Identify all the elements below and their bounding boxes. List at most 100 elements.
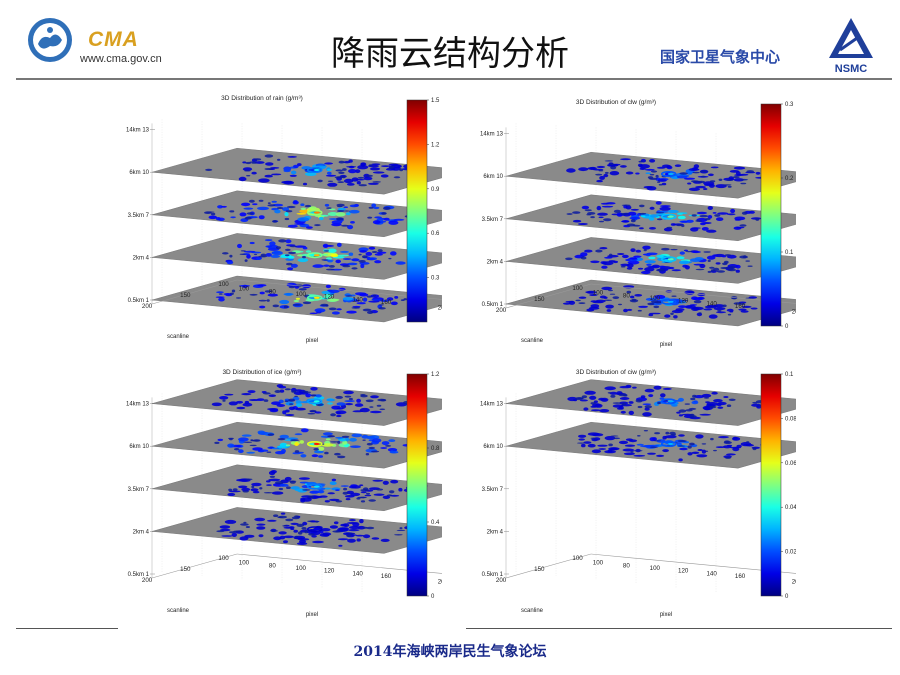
chart-ice: 3D Distribution of ice (g/m³) 14km 13 6km …	[126, 369, 442, 618]
cloud-cell	[277, 445, 288, 448]
cloud-cell	[342, 258, 352, 260]
cloud-cell	[717, 212, 729, 215]
cloud-cell	[284, 388, 291, 391]
cloud-cell	[368, 164, 373, 167]
x-axis-line	[590, 283, 796, 304]
colorbar	[406, 373, 428, 597]
x-tick-label: 100	[239, 286, 250, 293]
cloud-cell	[648, 394, 654, 398]
cloud-cell	[610, 166, 617, 170]
cloud-cell	[626, 223, 636, 227]
cloud-cell	[603, 173, 609, 178]
storm-core	[313, 254, 320, 257]
cloud-cell	[390, 479, 399, 484]
storm-core	[667, 215, 674, 218]
cloud-cell	[385, 445, 392, 447]
cloud-cell	[285, 444, 291, 447]
cloud-cell	[730, 208, 736, 214]
y-axis-line	[151, 279, 238, 305]
cloud-cell	[327, 212, 339, 216]
cloud-cell	[674, 164, 682, 167]
x-tick-label: 80	[269, 562, 276, 569]
colorbar	[760, 373, 782, 597]
cloud-cell	[330, 253, 339, 258]
footer-text: 2014年海峡两岸民生气象论坛	[353, 644, 547, 660]
cloud-cell	[279, 535, 286, 540]
cloud-cell	[266, 519, 277, 522]
layer-level-10	[505, 151, 796, 199]
cloud-cell	[661, 247, 670, 251]
z-tick-label: 6km 10	[483, 174, 503, 180]
cloud-cell	[648, 256, 656, 260]
cloud-cell	[264, 168, 273, 170]
cloud-cell	[633, 255, 642, 258]
cloud-cell	[242, 402, 253, 407]
y-tick-label: 200	[142, 577, 153, 584]
cloud-cell	[680, 220, 689, 223]
cloud-cell	[231, 289, 236, 293]
x-tick-label: 100	[296, 291, 307, 298]
z-tick-label: 2km 4	[133, 529, 150, 535]
cloud-cell	[348, 519, 356, 522]
cloud-cell	[271, 447, 280, 450]
x-tick-label: 120	[324, 568, 335, 575]
cloud-cell	[336, 210, 345, 212]
cloud-cell	[713, 449, 717, 452]
cloud-cell	[360, 162, 366, 167]
cloud-cell	[399, 527, 403, 530]
cloud-cell	[348, 159, 353, 163]
cma-url[interactable]: www.cma.gov.cn	[80, 53, 162, 65]
cloud-cell	[626, 290, 632, 294]
cloud-cell	[583, 407, 589, 411]
cloud-cell	[607, 449, 613, 453]
cloud-cell	[716, 270, 725, 273]
cloud-cell	[637, 405, 643, 409]
cloud-cell	[293, 529, 298, 533]
cloud-cell	[369, 167, 381, 171]
cloud-cell	[268, 478, 281, 482]
cloud-cell	[358, 253, 362, 256]
cloud-cell	[646, 263, 652, 266]
cloud-cell	[284, 400, 289, 402]
cloud-cell	[298, 477, 310, 480]
cloud-cell	[372, 181, 382, 183]
cloud-cell	[290, 486, 300, 490]
cloud-cell	[606, 309, 612, 312]
cloud-cell	[325, 438, 331, 441]
cloud-cell	[266, 451, 272, 453]
cloud-cell	[276, 384, 284, 388]
cloud-cell	[608, 260, 616, 263]
layer-level-7	[505, 194, 796, 242]
cloud-cell	[607, 392, 612, 394]
cloud-cell	[315, 394, 322, 398]
cloud-cell	[368, 257, 377, 261]
cloud-cell	[343, 210, 351, 212]
cloud-cell	[259, 487, 263, 490]
cloud-cell	[627, 211, 637, 216]
cloud-cell	[749, 210, 755, 214]
cloud-cell	[610, 435, 619, 437]
cloud-cell	[745, 260, 750, 262]
cloud-cell	[701, 443, 707, 445]
cloud-cell	[362, 308, 372, 312]
cloud-cell	[278, 239, 287, 243]
cloud-cell	[695, 185, 706, 189]
cloud-cell	[359, 293, 369, 297]
cloud-cell	[617, 253, 625, 255]
cloud-cell	[280, 512, 286, 515]
cloud-cell	[291, 390, 297, 393]
cloud-cell	[258, 255, 268, 258]
cloud-cell	[300, 203, 305, 206]
cloud-cell	[320, 528, 331, 532]
cloud-cell	[222, 399, 226, 402]
x-axis-label: pixel	[660, 612, 672, 618]
cloud-cell	[656, 218, 663, 221]
cloud-cell	[629, 257, 638, 260]
cloud-cell	[388, 163, 399, 166]
cloud-cell	[679, 260, 690, 265]
cloud-cell	[253, 158, 262, 161]
cloud-cell	[336, 203, 345, 207]
cloud-cell	[729, 310, 734, 313]
cloud-cell	[681, 299, 688, 302]
cloud-cell	[755, 217, 760, 221]
